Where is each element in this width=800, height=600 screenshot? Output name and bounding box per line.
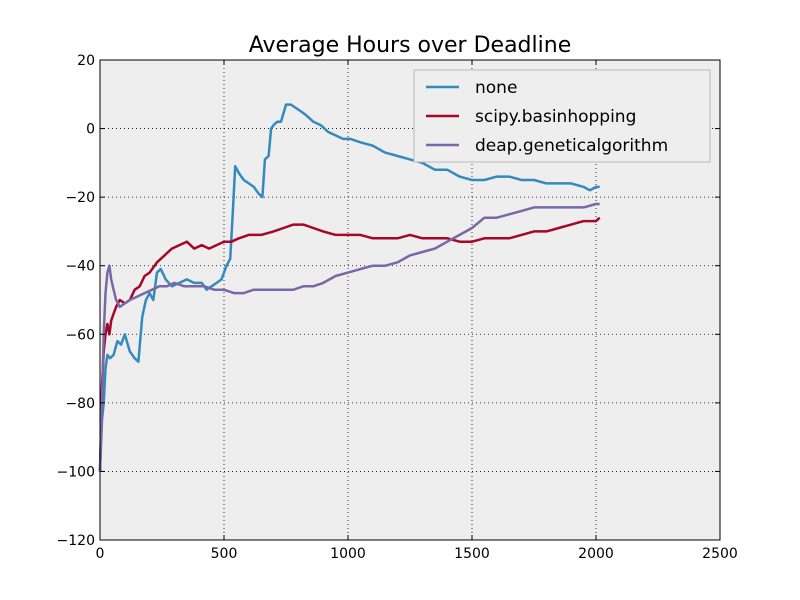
legend-label-2: deap.geneticalgorithm: [475, 136, 668, 156]
y-tick-label: −80: [65, 396, 95, 412]
x-tick-label: 1500: [454, 546, 490, 562]
y-tick-label: 20: [77, 53, 95, 69]
series-line-0: [98, 103, 600, 472]
axes-frame: [99, 59, 721, 541]
legend-label-1: scipy.basinhopping: [475, 107, 636, 127]
y-tick-label: −20: [65, 190, 95, 206]
chart-title: Average Hours over Deadline: [249, 33, 571, 58]
x-tick-label: 2500: [702, 546, 738, 562]
x-tick-label: 2000: [578, 546, 614, 562]
series-line-2: [98, 202, 600, 472]
legend-label-0: none: [475, 78, 517, 98]
x-tick-label: 500: [211, 546, 238, 562]
y-tick-label: −40: [65, 259, 95, 275]
y-tick-label: −60: [65, 327, 95, 343]
y-tick-label: −100: [57, 464, 95, 480]
legend-box: [413, 69, 711, 163]
y-tick-label: −120: [57, 533, 95, 549]
series-line-1: [98, 216, 601, 472]
x-tick-label: 0: [96, 546, 105, 562]
x-tick-label: 1000: [330, 546, 366, 562]
y-tick-label: 0: [86, 122, 95, 138]
